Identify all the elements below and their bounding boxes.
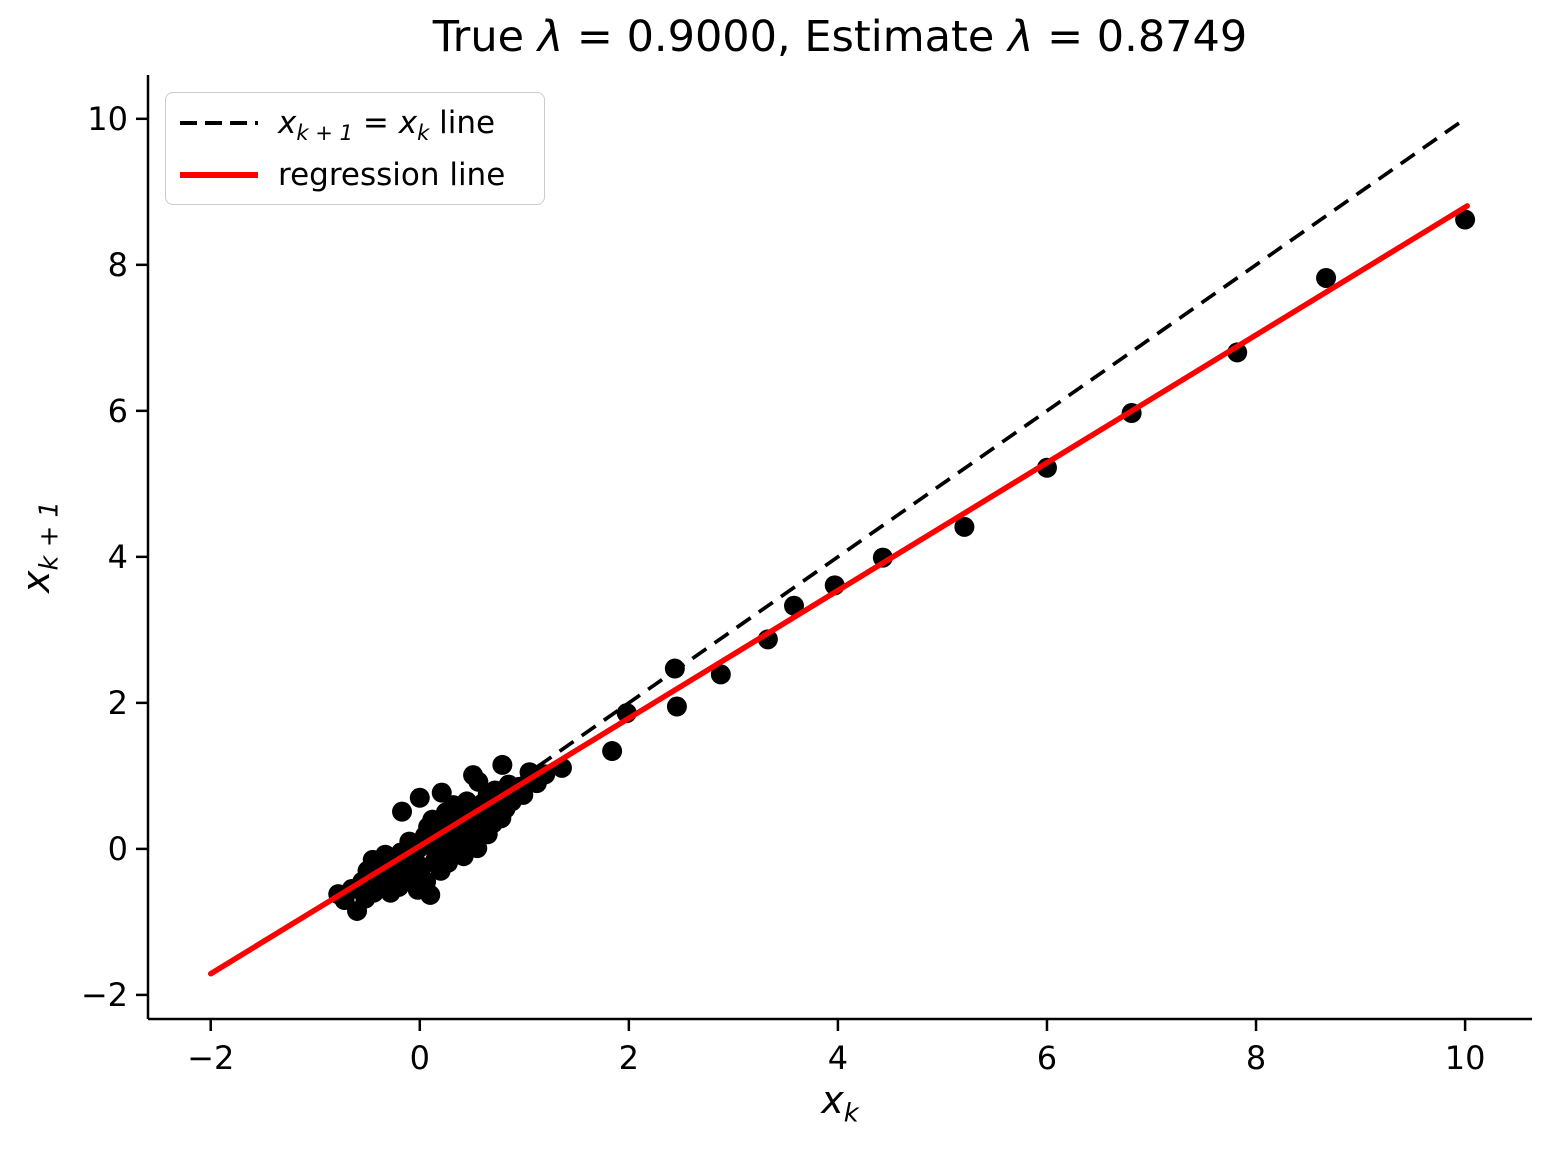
legend-math-x: x (398, 104, 418, 141)
x-tick-label: 4 (828, 1039, 848, 1077)
legend-item-regression-line: regression line (180, 153, 530, 197)
y-tick-label: 2 (108, 684, 128, 722)
legend-label-suffix: line (429, 104, 496, 141)
y-axis-label-sub: k + 1 (34, 501, 65, 571)
y-axis-label: xk + 1 (14, 501, 65, 593)
y-axis-label-base: x (14, 570, 58, 593)
y-tick-label: 8 (108, 246, 128, 284)
data-point (392, 801, 413, 822)
y-tick-label: −2 (81, 976, 128, 1014)
x-tick-label: 0 (410, 1039, 430, 1077)
y-tick-label: 0 (108, 830, 128, 868)
legend-label-identity-line: xk + 1 = xk line (278, 104, 496, 143)
data-point (1316, 267, 1337, 288)
x-tick-label: 8 (1246, 1039, 1266, 1077)
legend-math-eq: = (353, 104, 399, 141)
lambda-symbol: λ (1007, 12, 1034, 62)
legend-math-x: x (278, 104, 297, 141)
data-point (420, 884, 441, 905)
x-axis-label-sub: k (843, 1098, 859, 1129)
x-axis-label-base: x (821, 1078, 844, 1122)
title-text: = 0.9000, Estimate (563, 12, 1008, 62)
data-point (784, 595, 805, 616)
data-point (954, 516, 975, 537)
regression-line (207, 203, 1470, 977)
data-point (409, 787, 430, 808)
y-tick-label: 6 (108, 392, 128, 430)
chart-title: True λ = 0.9000, Estimate λ = 0.8749 (148, 12, 1532, 62)
title-text: True (432, 12, 538, 62)
identity-line (337, 117, 1467, 908)
legend-math-sub: k + 1 (296, 119, 354, 145)
data-point (492, 754, 513, 775)
x-tick-label: −2 (187, 1039, 234, 1077)
data-point (710, 664, 731, 685)
legend-label-regression-line: regression line (278, 156, 506, 193)
title-text: = 0.8749 (1033, 12, 1248, 62)
x-tick-label: 6 (1037, 1039, 1057, 1077)
legend: xk + 1 = xk line regression line (165, 92, 545, 205)
data-point (666, 696, 687, 717)
legend-item-identity-line: xk + 1 = xk line (180, 101, 530, 145)
x-axis-label: xk (148, 1078, 1532, 1127)
y-tick-label: 4 (108, 538, 128, 576)
x-tick-label: 2 (619, 1039, 639, 1077)
dashed-line-sample (180, 120, 258, 125)
data-point (467, 838, 488, 859)
y-tick-label: 10 (87, 100, 128, 138)
x-tick-label: 10 (1445, 1039, 1486, 1077)
red-line-sample (180, 171, 258, 178)
data-point (1455, 209, 1476, 230)
data-point (602, 741, 623, 762)
legend-math-sub: k (417, 119, 430, 145)
lambda-symbol: λ (537, 12, 564, 62)
